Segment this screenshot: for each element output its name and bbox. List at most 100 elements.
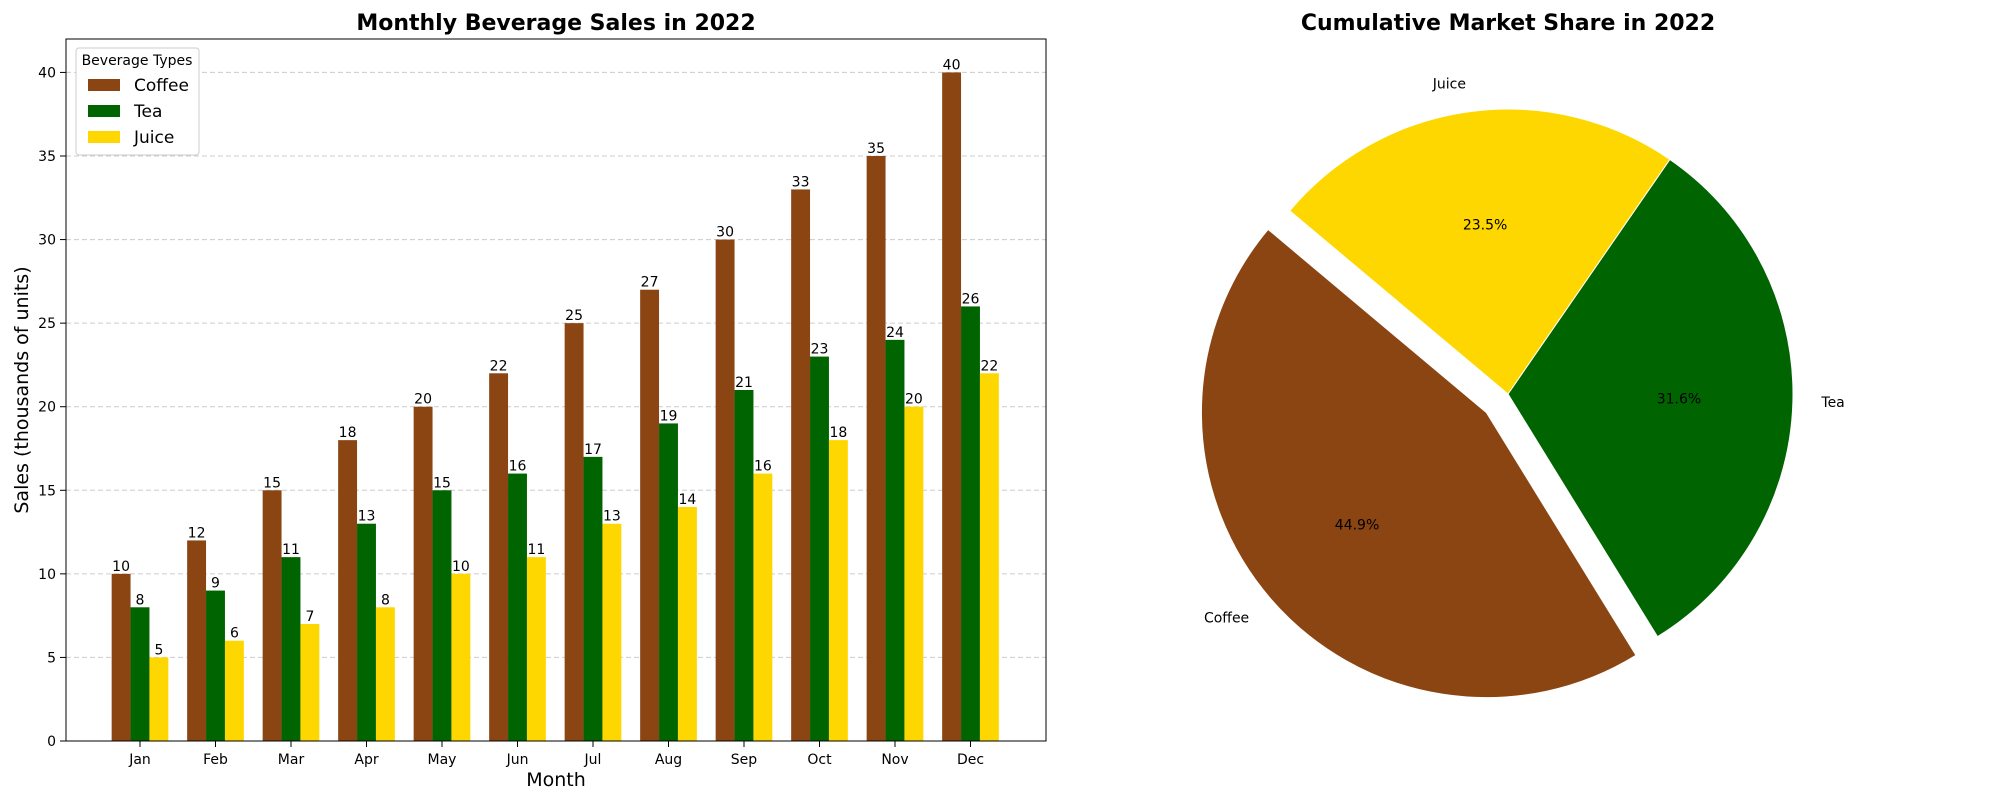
bar-tea — [432, 490, 452, 741]
y-tick-label: 10 — [38, 567, 56, 583]
bar-juice — [224, 640, 244, 741]
pie-slice-coffee — [1200, 228, 1637, 699]
bar-value-label: 18 — [339, 425, 357, 441]
x-tick-label: Mar — [278, 752, 305, 768]
bar-chart: Monthly Beverage Sales in 2022 0 5 10 15 20 2… — [11, 11, 1047, 791]
bar-value-label: 21 — [735, 375, 753, 391]
bar-juice — [904, 406, 924, 741]
y-tick-label: 15 — [38, 483, 56, 499]
y-tick-label: 5 — [47, 650, 56, 666]
bar-juice — [753, 473, 773, 741]
pie-slice-juice — [1288, 108, 1671, 395]
bar-coffee — [111, 573, 131, 741]
pie-chart: Cumulative Market Share in 2022 44.9% Cof… — [1200, 11, 1845, 699]
bar-juice — [979, 373, 999, 741]
bar-value-label: 18 — [829, 425, 847, 441]
bar-tea — [130, 607, 150, 741]
bar-value-label: 6 — [230, 626, 239, 642]
x-tick-label: Aug — [655, 752, 682, 768]
bar-juice — [149, 657, 169, 741]
bar-chart-title: Monthly Beverage Sales in 2022 — [356, 11, 755, 36]
bar-y-axis: 0 5 10 15 20 25 30 35 40 — [38, 65, 66, 750]
bar-value-label: 22 — [980, 358, 998, 374]
bar-value-label: 13 — [358, 509, 376, 525]
bar-value-label: 26 — [962, 291, 980, 307]
x-tick-label: Jan — [128, 752, 151, 768]
x-tick-label: Dec — [957, 752, 984, 768]
pie-slice-tea — [1507, 158, 1794, 638]
bar-tea — [583, 456, 603, 741]
bar-value-label: 15 — [263, 475, 281, 491]
bar-juice — [526, 557, 546, 741]
legend-swatch-tea — [88, 105, 120, 117]
bar-tea — [961, 306, 980, 741]
pie-percent-label: 31.6% — [1657, 391, 1701, 407]
legend-swatch-coffee — [88, 79, 120, 91]
y-tick-label: 30 — [38, 233, 56, 249]
bar-value-label: 16 — [754, 459, 772, 475]
x-tick-label: Apr — [354, 752, 378, 768]
bar-juice — [602, 523, 622, 741]
legend-title: Beverage Types — [82, 53, 193, 69]
x-tick-label: Nov — [881, 752, 908, 768]
bar-juice — [375, 607, 395, 741]
bar-value-label: 33 — [792, 174, 810, 190]
bar-coffee — [791, 189, 811, 741]
bar-value-label: 35 — [867, 141, 885, 157]
legend-label-coffee: Coffee — [134, 76, 189, 96]
bar-tea — [734, 390, 754, 741]
bar-tea — [659, 423, 678, 741]
pie-label-juice: Juice — [1432, 76, 1466, 92]
bar-coffee — [338, 440, 358, 741]
bar-value-label: 7 — [305, 609, 314, 625]
bar-tea — [885, 339, 905, 741]
bar-tea — [508, 473, 527, 741]
bar-coffee — [489, 373, 509, 741]
bar-value-label: 16 — [509, 459, 527, 475]
bar-y-axis-label: Sales (thousands of units) — [11, 266, 33, 513]
bar-coffee — [564, 323, 584, 741]
bar-coffee — [715, 239, 735, 742]
bar-value-label: 10 — [452, 559, 470, 575]
bar-value-label: 13 — [603, 509, 621, 525]
bar-value-label: 24 — [886, 325, 904, 341]
bar-value-label: 8 — [136, 592, 145, 608]
y-tick-label: 35 — [38, 149, 56, 165]
bar-value-label: 10 — [112, 559, 130, 575]
x-tick-label: May — [428, 752, 457, 768]
bar-value-label: 19 — [660, 408, 678, 424]
pie-percent-label: 23.5% — [1463, 218, 1507, 234]
legend-swatch-juice — [88, 131, 120, 143]
bar-value-label: 14 — [678, 492, 696, 508]
y-tick-label: 40 — [38, 65, 56, 81]
bar-value-label: 12 — [188, 525, 206, 541]
bar-coffee — [942, 72, 962, 741]
bar-value-label: 20 — [414, 392, 432, 408]
bar-coffee — [866, 156, 886, 741]
legend-label-tea: Tea — [133, 102, 162, 122]
legend-label-juice: Juice — [133, 128, 174, 148]
bar-coffee — [640, 289, 660, 741]
bar-value-label: 20 — [905, 392, 923, 408]
bar-value-label: 25 — [565, 308, 583, 324]
bar-x-axis-label: Month — [526, 769, 586, 791]
bar-value-label: 30 — [716, 225, 734, 241]
bar-value-label: 11 — [527, 542, 545, 558]
bar-coffee — [262, 490, 282, 741]
y-tick-label: 0 — [47, 734, 56, 750]
y-tick-label: 25 — [38, 316, 56, 332]
bar-value-label: 23 — [811, 342, 829, 358]
x-tick-label: Feb — [203, 752, 228, 768]
pie-slices: 44.9% Coffee 31.6% Tea 23.5% Juice — [1200, 76, 1845, 699]
bar-juice — [828, 440, 848, 741]
bar-value-label: 8 — [381, 592, 390, 608]
bar-tea — [281, 557, 301, 741]
bar-juice — [451, 573, 471, 741]
bar-tea — [206, 590, 225, 741]
x-tick-label: Jun — [506, 752, 529, 768]
pie-chart-title: Cumulative Market Share in 2022 — [1301, 11, 1715, 36]
bar-x-axis: Jan Feb Mar Apr May Jun Jul Aug Sep Oct Nov Dec — [128, 741, 984, 768]
legend-box — [75, 47, 200, 156]
pie-label-tea: Tea — [1820, 395, 1844, 411]
